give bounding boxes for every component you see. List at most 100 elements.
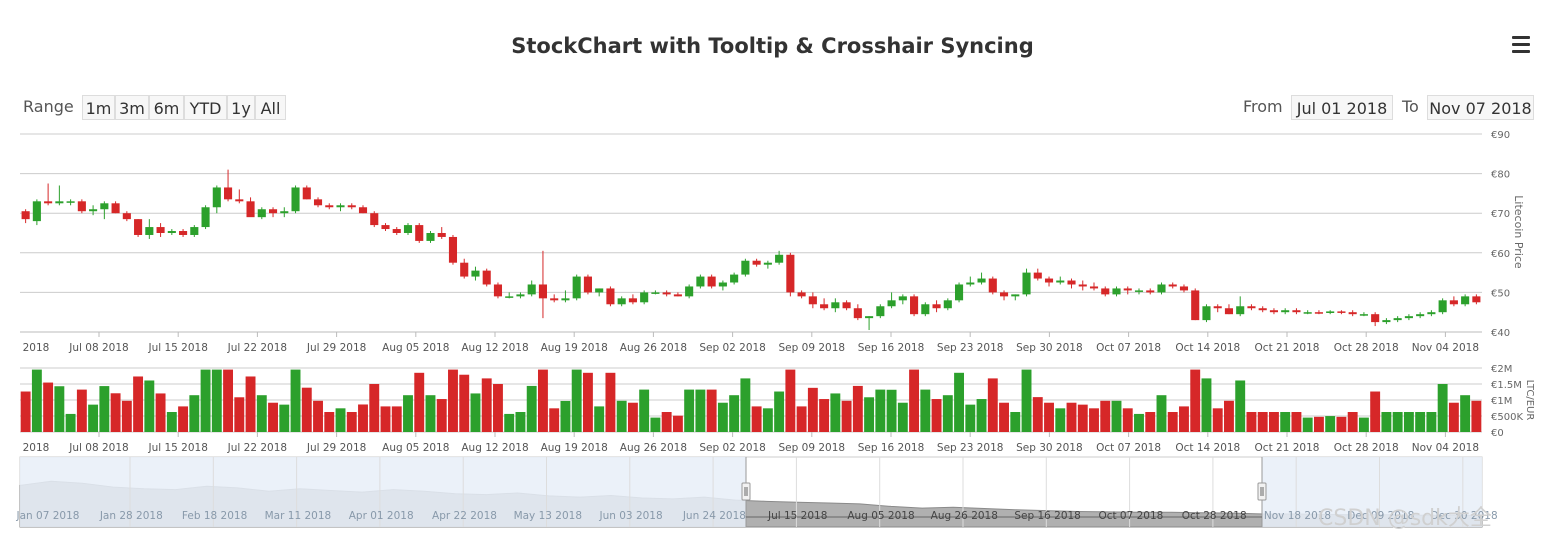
navigator-tick-label: Oct 28 2018 [1182,510,1247,522]
volume-bar [1358,417,1369,432]
volume-bar [852,385,863,432]
navigator-tick-label: Jul 15 2018 [767,510,827,522]
volume-series[interactable] [20,369,1482,432]
candle-body [696,276,705,287]
volume-axis-title: LTC/EUR [1524,380,1535,421]
volume-x-tick-label: Oct 21 2018 [1255,442,1320,454]
navigator[interactable]: Jan 07 2018 Jan 28 2018 Feb 18 2018 Mar 11 … [16,456,1545,528]
volume-bar [1134,413,1144,432]
price-x-tick-label: Aug 05 2018 [382,342,449,354]
candle-body [831,302,840,309]
candle-body [707,276,716,287]
volume-bar [650,417,661,432]
price-y-tick: €50 [1491,288,1510,299]
candle-body [572,276,581,299]
candle-body [977,278,986,283]
price-x-tick-label: Sep 02 2018 [699,342,766,354]
volume-bar [245,376,256,432]
price-x-tick-label: Aug 26 2018 [620,342,687,354]
hamburger-menu-icon[interactable] [1510,36,1532,56]
candle-body [403,225,413,233]
volume-bar [121,400,132,432]
from-date-input[interactable]: Jul 01 2018 [1291,95,1393,120]
candle-body [100,203,109,210]
volume-bar [785,369,796,432]
range-button-ytd[interactable]: YTD [184,95,227,120]
candle-body [156,227,165,233]
candle-body [460,262,469,277]
candle-body [808,296,817,305]
volume-bar [133,376,144,432]
volume-bar [481,378,492,432]
volume-bar [1415,412,1426,432]
volume-bar [234,397,245,432]
candle-body [752,260,761,265]
volume-x-tick-label: Aug 19 2018 [541,442,608,454]
from-label: From [1243,97,1283,116]
volume-bar [1122,408,1133,432]
candle-body [66,201,75,203]
volume-bar [1426,412,1437,432]
candle-body [392,229,401,233]
price-x-tick-label: Oct 07 2018 [1096,342,1161,354]
volume-bar [1347,412,1358,432]
volume-bar [166,412,177,432]
navigator-tick-label: Mar 11 2018 [265,510,332,522]
range-button-1m[interactable]: 1m [82,95,115,120]
volume-bar [268,402,278,432]
navigator-handle-right[interactable] [1257,482,1267,501]
candle-body [538,284,547,299]
volume-bar [43,382,54,432]
price-y-tick: €80 [1491,170,1510,181]
price-x-tick-label: Jul 15 2018 [147,342,207,354]
candlestick-series[interactable] [21,169,1481,331]
candle-body [943,300,952,309]
price-y-tick: €70 [1491,209,1510,220]
candle-body [1337,311,1346,313]
candle-body [1326,311,1335,313]
candle-body [1056,280,1065,283]
volume-bar [1257,412,1268,432]
candle-body [1202,306,1211,321]
candle-body [550,298,559,301]
range-button-6m[interactable]: 6m [149,95,184,120]
volume-bar [627,402,638,432]
range-button-3m[interactable]: 3m [115,95,149,120]
navigator-tick-label: May 13 2018 [514,510,582,522]
candle-body [167,231,176,233]
range-button-all[interactable]: All [255,95,286,120]
volume-bar [549,408,560,432]
candle-body [1101,288,1110,295]
volume-bar [875,389,886,432]
candle-body [212,187,221,208]
candle-body [1416,314,1425,317]
candle-body [358,207,368,214]
price-x-tick-label: Jul 08 2018 [68,342,128,354]
volume-bar [841,400,852,432]
candle-body [201,207,210,228]
volume-bar [335,408,346,432]
volume-x-tick-label: Nov 04 2018 [1412,442,1479,454]
volume-x-tick-label: Jul 22 2018 [227,442,287,454]
volume-bar [987,378,998,432]
volume-bar [1066,402,1077,432]
candle-body [1236,306,1245,315]
volume-bar [324,412,335,432]
volume-bar [1156,395,1167,432]
price-y-axis-labels: €40 €50 €60 €70 €80 €90 [1491,130,1510,339]
to-date-input[interactable]: Nov 07 2018 [1427,95,1534,120]
candle-body [999,292,1009,297]
candle-body [1371,314,1380,323]
candle-body [1461,296,1470,305]
range-label: Range [23,97,74,116]
candle-body [313,199,323,206]
navigator-tick-label: Jun 03 2018 [599,510,663,522]
candle-body [1191,290,1200,321]
volume-bar [200,369,211,432]
volume-bar [346,412,357,432]
range-button-1y[interactable]: 1y [227,95,255,120]
candle-body [1438,300,1447,313]
volume-bar [358,404,368,432]
navigator-handle-left[interactable] [741,482,751,501]
